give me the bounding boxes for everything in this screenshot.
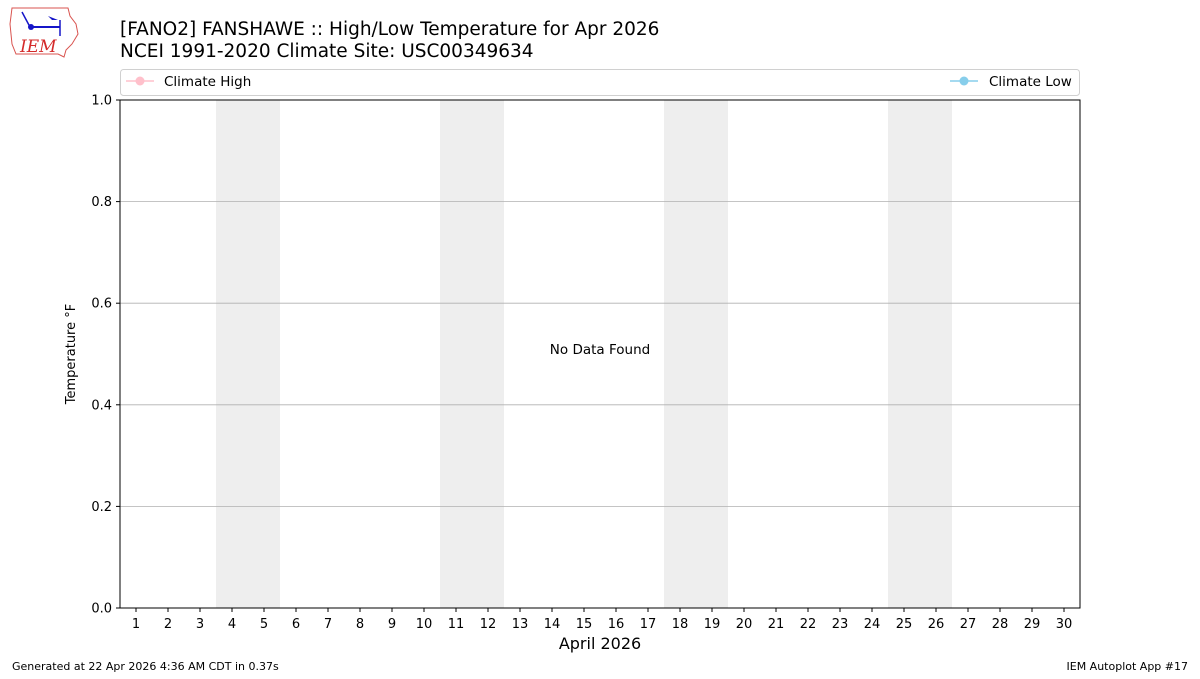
weekend-band — [664, 100, 728, 608]
x-tick-label: 29 — [1024, 617, 1041, 632]
legend-marker-high — [135, 76, 145, 86]
weekend-band — [216, 100, 280, 608]
svg-text:Climate Low: Climate Low — [989, 74, 1072, 90]
footer-app: IEM Autoplot App #17 — [1067, 660, 1189, 673]
weekend-shading — [216, 100, 952, 608]
x-tick-label: 3 — [196, 617, 204, 632]
x-tick-label: 21 — [768, 617, 785, 632]
x-tick-label: 18 — [672, 617, 689, 632]
x-tick-label: 17 — [640, 617, 657, 632]
x-tick-label: 15 — [576, 617, 593, 632]
legend-item-climate-high: Climate High — [126, 74, 251, 90]
x-tick-label: 22 — [800, 617, 817, 632]
legend-marker-low — [959, 76, 969, 86]
x-axis: 1 2 3 4 5 6 7 8 9 10 11 12 13 14 15 16 17 18 19 20 21 22 23 24 2… — [132, 608, 1072, 632]
x-tick-label: 20 — [736, 617, 753, 632]
x-tick-label: 7 — [324, 617, 332, 632]
x-tick-label: 1 — [132, 617, 140, 632]
svg-text:IEM: IEM — [19, 37, 57, 57]
iem-logo: IEM — [9, 7, 79, 58]
x-tick-label: 16 — [608, 617, 625, 632]
legend: Climate High Climate Low — [120, 69, 1080, 96]
svg-text:Climate High: Climate High — [164, 74, 251, 90]
y-tick-label: 0.2 — [91, 500, 112, 515]
weekend-band — [888, 100, 952, 608]
x-tick-label: 9 — [388, 617, 396, 632]
x-tick-label: 5 — [260, 617, 268, 632]
chart-subtitle: NCEI 1991-2020 Climate Site: USC00349634 — [120, 41, 534, 62]
x-tick-label: 2 — [164, 617, 172, 632]
y-tick-label: 0.0 — [91, 602, 112, 617]
y-tick-label: 0.8 — [91, 195, 112, 210]
x-tick-label: 14 — [544, 617, 561, 632]
x-tick-label: 25 — [896, 617, 913, 632]
gridlines — [120, 201, 1080, 507]
x-axis-label: April 2026 — [559, 634, 641, 653]
legend-item-climate-low: Climate Low — [950, 74, 1072, 90]
x-tick-label: 10 — [416, 617, 433, 632]
y-tick-label: 0.4 — [91, 398, 112, 413]
footer-generated: Generated at 22 Apr 2026 4:36 AM CDT in … — [12, 660, 279, 673]
chart-title: [FANO2] FANSHAWE :: High/Low Temperature… — [120, 19, 659, 40]
x-tick-label: 19 — [704, 617, 721, 632]
x-tick-label: 24 — [864, 617, 881, 632]
x-tick-label: 12 — [480, 617, 497, 632]
weekend-band — [440, 100, 504, 608]
x-tick-label: 23 — [832, 617, 849, 632]
x-tick-label: 4 — [228, 617, 236, 632]
x-tick-label: 28 — [992, 617, 1009, 632]
x-tick-label: 13 — [512, 617, 529, 632]
y-tick-label: 1.0 — [91, 94, 112, 109]
x-tick-label: 11 — [448, 617, 465, 632]
no-data-annotation: No Data Found — [550, 342, 650, 358]
x-tick-label: 27 — [960, 617, 977, 632]
y-axis-label: Temperature °F — [64, 304, 79, 405]
y-tick-label: 0.6 — [91, 297, 112, 312]
x-tick-label: 26 — [928, 617, 945, 632]
x-tick-label: 6 — [292, 617, 300, 632]
x-tick-label: 30 — [1056, 617, 1073, 632]
plot-frame — [119, 99, 1081, 609]
y-axis: 0.0 0.2 0.4 0.6 0.8 1.0 — [91, 94, 120, 617]
x-tick-label: 8 — [356, 617, 364, 632]
